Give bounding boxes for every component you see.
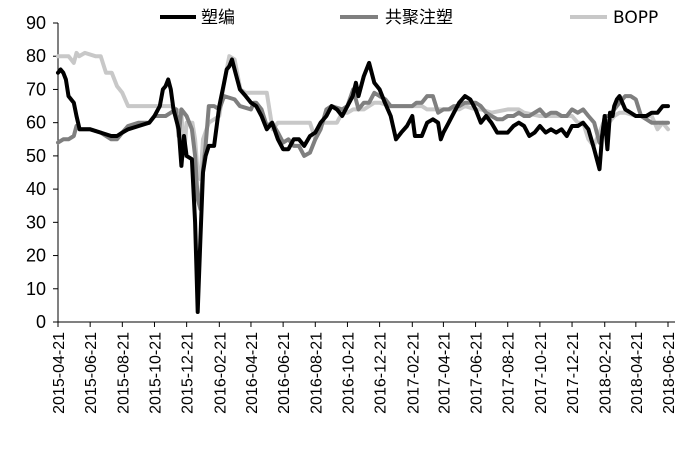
- x-tick-label: 2015-04-21: [51, 332, 68, 414]
- x-tick-label: 2017-06-21: [469, 332, 486, 414]
- axes: 0 10 20 30 40 50 60 70 80 90 2015-04-21 2015-06-21 2…: [26, 13, 678, 414]
- y-tick-label: 10: [26, 279, 46, 299]
- series-line-2: [56, 50, 670, 182]
- x-tick-label: 2015-06-21: [83, 332, 100, 414]
- x-tick-label: 2017-04-21: [436, 332, 453, 414]
- legend: 塑编 共聚注塑 BOPP: [160, 8, 658, 28]
- x-tick-label: 2015-08-21: [115, 332, 132, 414]
- series-line-0: [56, 57, 670, 314]
- y-tick-label: 70: [26, 79, 46, 99]
- y-tick-label: 40: [26, 179, 46, 199]
- x-tick-label: 2017-10-21: [533, 332, 550, 414]
- legend-label-1: 共聚注塑: [385, 8, 453, 28]
- y-tick-label: 80: [26, 46, 46, 66]
- x-tick-label: 2016-08-21: [308, 332, 325, 414]
- series-layer: [56, 50, 670, 314]
- legend-label-2: BOPP: [613, 8, 658, 28]
- x-tick-label: 2016-02-21: [212, 332, 229, 414]
- y-tick-label: 20: [26, 246, 46, 266]
- y-tick-label: 30: [26, 212, 46, 232]
- y-tick-label: 60: [26, 113, 46, 133]
- y-tick-label: 50: [26, 146, 46, 166]
- y-tick-label: 0: [36, 312, 46, 332]
- y-tick-label: 90: [26, 13, 46, 33]
- legend-label-0: 塑编: [201, 8, 235, 28]
- x-tick-label: 2017-08-21: [501, 332, 518, 414]
- x-tick-label: 2016-04-21: [244, 332, 261, 414]
- x-tick-label: 2018-06-21: [661, 332, 678, 414]
- x-tick-label: 2015-10-21: [147, 332, 164, 414]
- x-tick-label: 2016-12-21: [373, 332, 390, 414]
- x-tick-label: 2016-10-21: [340, 332, 357, 414]
- x-tick-label: 2016-06-21: [276, 332, 293, 414]
- x-tick-label: 2017-02-21: [405, 332, 422, 414]
- x-tick-label: 2015-12-21: [180, 332, 197, 414]
- x-tick-label: 2018-04-21: [629, 332, 646, 414]
- x-tick-label: 2018-02-21: [598, 332, 615, 414]
- x-tick-label: 2017-12-21: [565, 332, 582, 414]
